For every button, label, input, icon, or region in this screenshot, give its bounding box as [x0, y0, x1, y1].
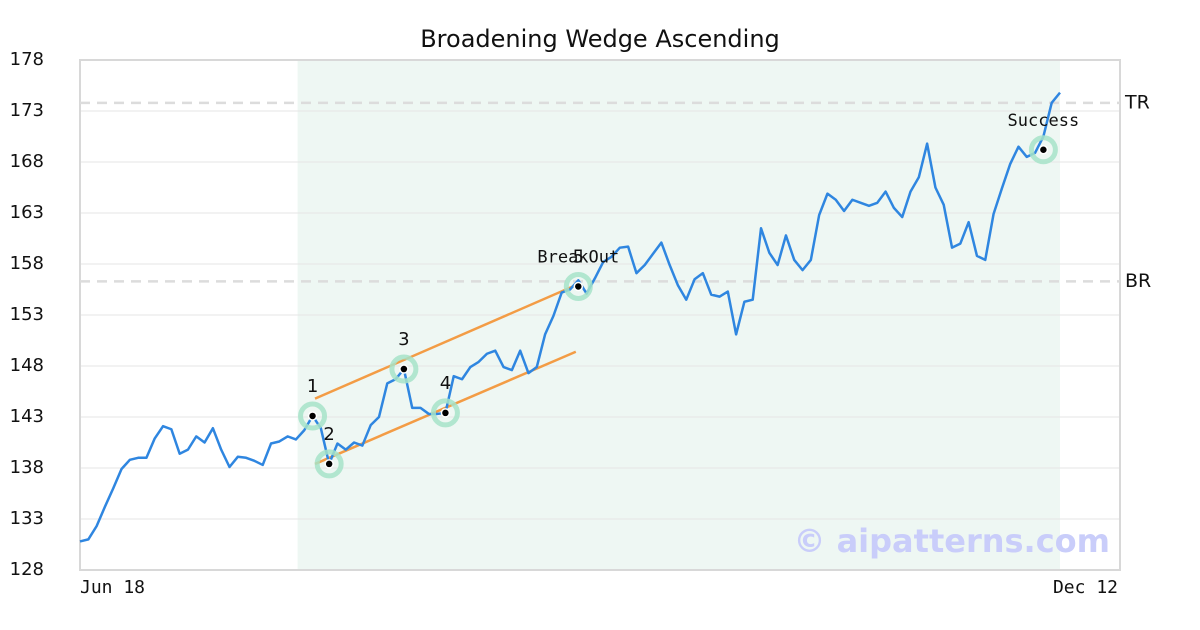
y-tick-label: 178 [10, 49, 44, 70]
y-tick-label: 143 [10, 406, 44, 427]
x-tick-label: Jun 18 [80, 577, 145, 598]
point-halo [1028, 135, 1058, 165]
point-dot [307, 411, 318, 421]
x-tick-label: Dec 12 [1053, 577, 1118, 598]
point-dot [1038, 145, 1049, 155]
y-tick-label: 168 [10, 151, 44, 172]
point-label: 1 [307, 376, 318, 397]
point-halo [314, 449, 344, 479]
point-note: Success [1008, 111, 1080, 131]
point-note: BreakOut [537, 247, 619, 267]
point-label: 3 [398, 329, 409, 350]
y-tick-label: 158 [10, 253, 44, 274]
point-halo [298, 401, 328, 431]
point-dot [324, 459, 334, 469]
level-label: BR [1125, 270, 1151, 292]
point-halo [563, 271, 593, 301]
y-tick-label: 173 [10, 100, 44, 121]
point-label: 2 [323, 424, 334, 445]
trend-line [314, 282, 581, 400]
y-tick-label: 128 [10, 559, 44, 580]
y-tick-label: 138 [10, 457, 44, 478]
point-dot [399, 364, 409, 374]
plot-frame [79, 59, 1121, 571]
chart-title: Broadening Wedge Ascending [420, 25, 780, 53]
watermark: © aipatterns.com [793, 522, 1110, 560]
level-label: TR [1124, 91, 1150, 113]
point-label: 4 [440, 373, 451, 394]
point-halo [389, 354, 419, 384]
y-tick-label: 133 [10, 508, 44, 529]
y-tick-label: 163 [10, 202, 44, 223]
point-dot [573, 281, 584, 292]
y-tick-label: 148 [10, 355, 44, 376]
point-halo [430, 398, 460, 428]
point-label: 5 [573, 246, 584, 267]
price-line [79, 91, 1061, 543]
point-dot [440, 408, 451, 418]
y-tick-label: 153 [10, 304, 44, 325]
